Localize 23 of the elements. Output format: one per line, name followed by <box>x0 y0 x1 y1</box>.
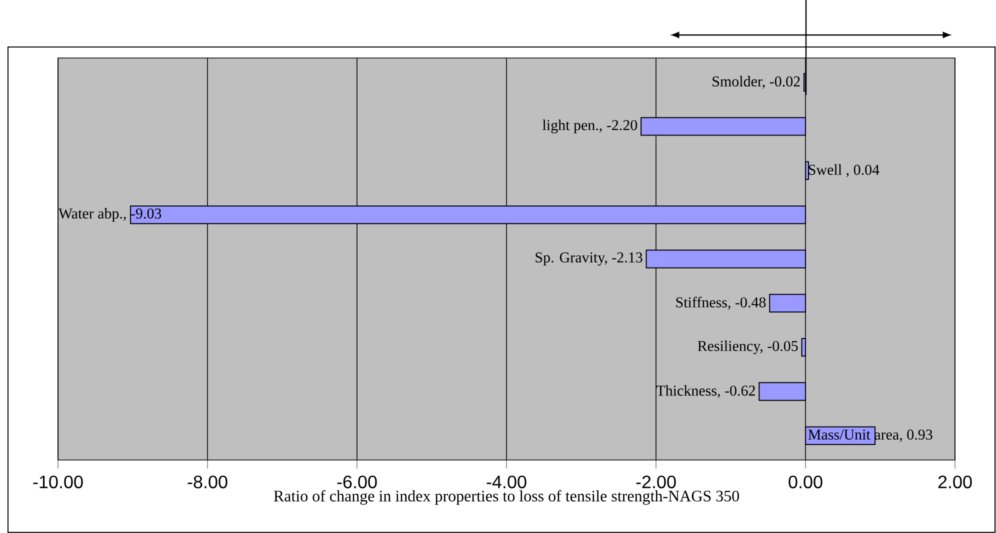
bar <box>805 161 809 180</box>
data-label: Resiliency, -0.05 <box>698 340 798 354</box>
data-label: light pen., -2.20 <box>542 120 638 134</box>
x-tick-label: -4.00 <box>486 476 526 488</box>
data-label: Sp. Gravity, -2.13 <box>536 252 642 266</box>
data-label: Thickness, -0.62 <box>656 385 755 398</box>
data-label: Smolder, -0.02 <box>712 76 800 89</box>
bar <box>801 338 806 357</box>
x-tick-label: 2.00 <box>938 476 972 488</box>
data-label: Stiffness, -0.48 <box>676 296 766 310</box>
data-label: Water abp., -9.03 <box>58 208 162 222</box>
x-tick-label: -6.00 <box>337 476 377 488</box>
x-axis-title: Ratio of change in index properties to loss of tensile strength-NAGS 350 <box>274 490 740 505</box>
x-tick-label: -10.00 <box>33 476 83 488</box>
x-tick-label: -8.00 <box>188 476 228 488</box>
x-tick-label: -2.00 <box>636 476 676 488</box>
bar <box>769 294 806 312</box>
bar <box>646 250 806 268</box>
bar <box>758 382 806 401</box>
x-tick-label: 0.00 <box>788 476 822 488</box>
data-label: Swell , 0.04 <box>808 164 880 178</box>
bar <box>640 117 806 136</box>
bar <box>130 205 806 224</box>
